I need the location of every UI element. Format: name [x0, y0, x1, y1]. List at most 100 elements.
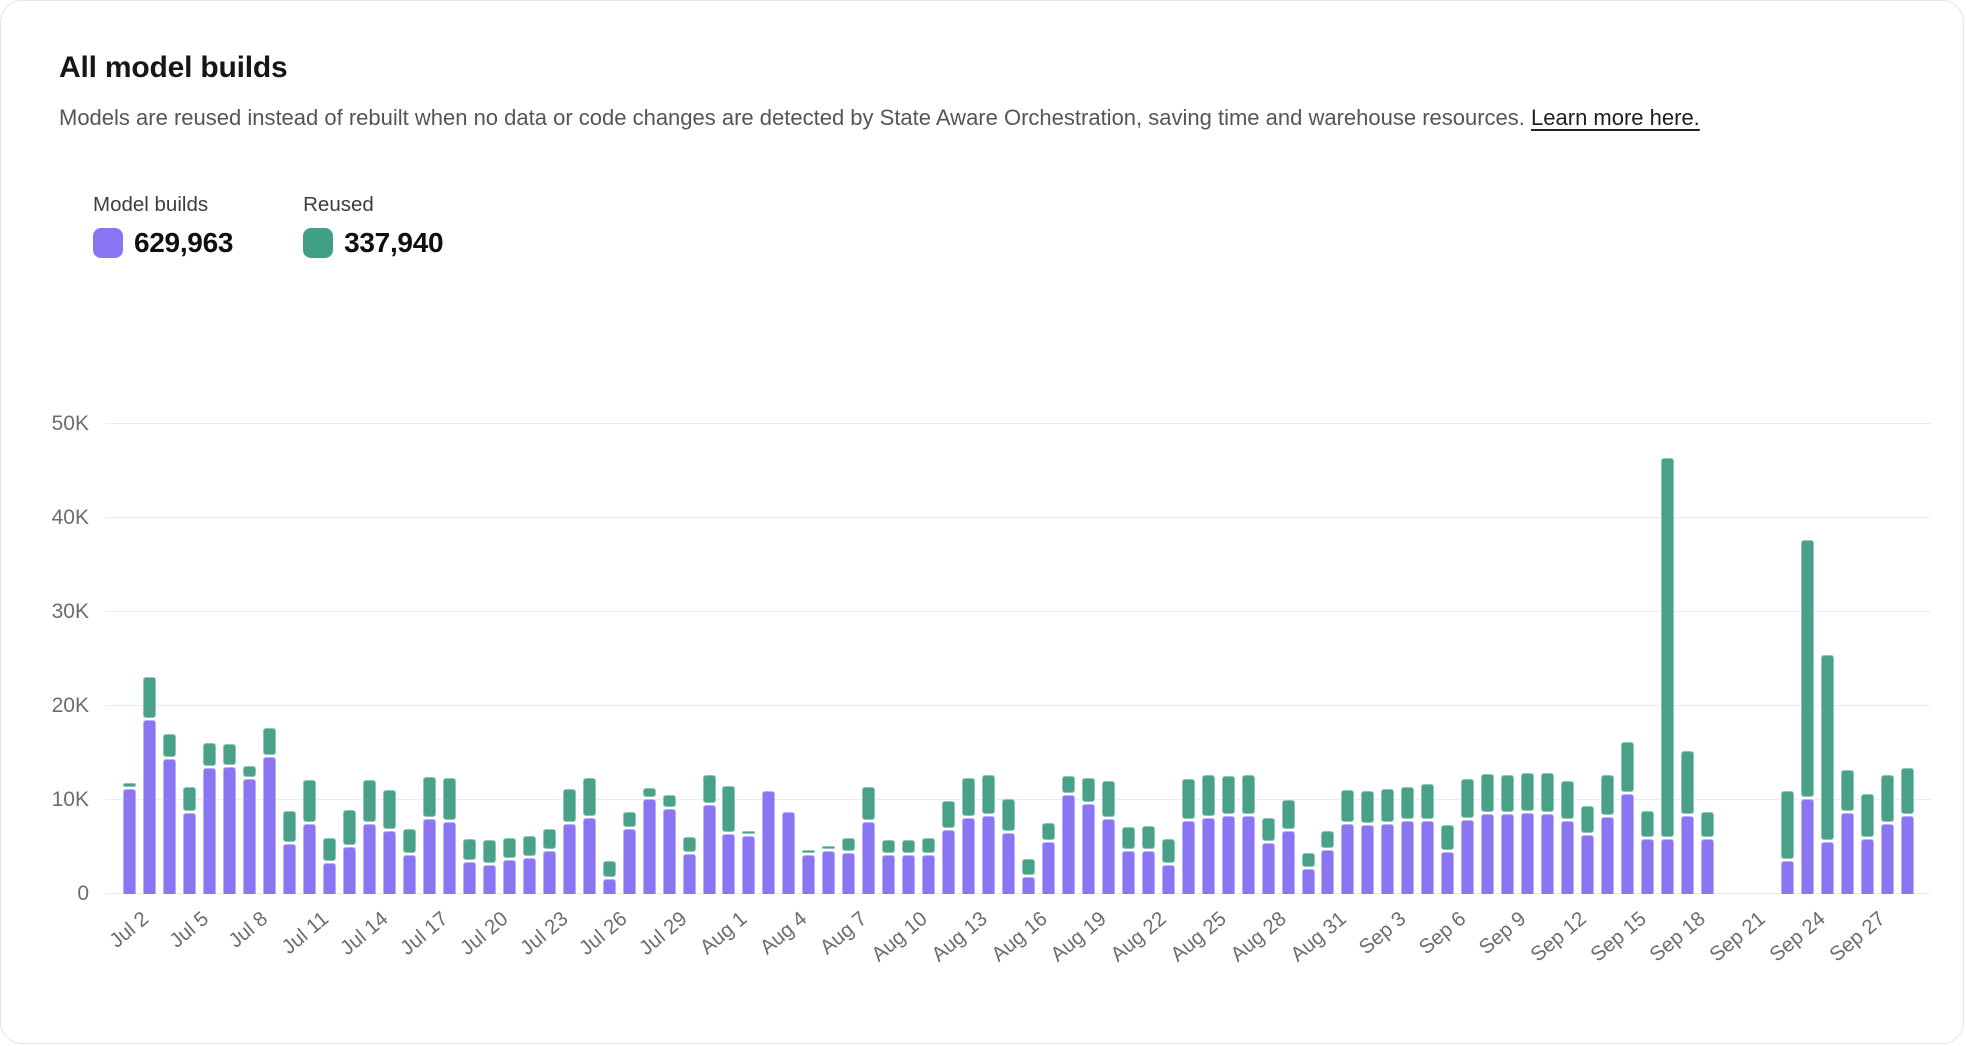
bar-Aug-15[interactable] — [1002, 798, 1016, 894]
bar-Aug-6[interactable] — [822, 845, 836, 894]
bar-Aug-14[interactable] — [982, 775, 996, 894]
reused-segment — [682, 836, 696, 852]
bar-Jul-30[interactable] — [682, 836, 696, 894]
bar-Sep-27[interactable] — [1860, 794, 1874, 894]
bar-Jul-28[interactable] — [642, 787, 656, 894]
bar-Aug-28[interactable] — [1261, 817, 1275, 894]
bar-Aug-25[interactable] — [1201, 775, 1215, 894]
bar-Sep-4[interactable] — [1401, 786, 1415, 894]
learn-more-link[interactable]: Learn more here. — [1531, 105, 1700, 130]
bar-Aug-21[interactable] — [1121, 827, 1135, 894]
bar-Jul-29[interactable] — [662, 795, 676, 894]
bar-Sep-13[interactable] — [1581, 805, 1595, 894]
bar-Sep-7[interactable] — [1461, 779, 1475, 894]
bar-Jul-6[interactable] — [203, 742, 217, 894]
bar-Aug-20[interactable] — [1101, 781, 1115, 894]
bar-Aug-24[interactable] — [1181, 779, 1195, 894]
bar-Aug-5[interactable] — [802, 850, 816, 894]
reused-segment — [822, 845, 836, 849]
bar-Aug-31[interactable] — [1321, 830, 1335, 894]
bar-Sep-28[interactable] — [1880, 775, 1894, 894]
bar-Jul-8[interactable] — [243, 766, 257, 894]
bar-Jul-17[interactable] — [422, 777, 436, 894]
bar-Jul-27[interactable] — [622, 812, 636, 894]
bar-Aug-8[interactable] — [862, 786, 876, 894]
bar-Jul-19[interactable] — [462, 839, 476, 894]
bar-Sep-23[interactable] — [1780, 790, 1794, 894]
model-builds-segment — [243, 779, 257, 894]
bar-Sep-5[interactable] — [1421, 783, 1435, 894]
bar-Sep-24[interactable] — [1800, 539, 1814, 894]
bar-Jul-23[interactable] — [542, 829, 556, 894]
bar-Jul-4[interactable] — [163, 734, 177, 894]
bar-Aug-17[interactable] — [1041, 823, 1055, 894]
bar-Jul-15[interactable] — [383, 789, 397, 894]
bar-Sep-2[interactable] — [1361, 790, 1375, 894]
bar-Jul-3[interactable] — [143, 676, 157, 894]
bar-Aug-22[interactable] — [1141, 826, 1155, 894]
bar-Jul-10[interactable] — [283, 811, 297, 894]
bar-Aug-18[interactable] — [1061, 776, 1075, 894]
bar-Sep-15[interactable] — [1620, 741, 1634, 894]
bar-Jul-7[interactable] — [223, 743, 237, 894]
bar-Sep-26[interactable] — [1840, 769, 1854, 894]
bar-Aug-16[interactable] — [1021, 859, 1035, 894]
bar-Aug-9[interactable] — [882, 840, 896, 894]
bar-Sep-11[interactable] — [1541, 772, 1555, 894]
bar-Sep-14[interactable] — [1601, 774, 1615, 894]
bar-Aug-23[interactable] — [1161, 839, 1175, 894]
bar-Sep-18[interactable] — [1680, 751, 1694, 894]
model-builds-segment — [1101, 818, 1115, 894]
bar-Jul-13[interactable] — [343, 810, 357, 894]
reused-segment — [1201, 775, 1215, 816]
bar-Jul-9[interactable] — [263, 727, 277, 894]
bar-Jul-16[interactable] — [403, 829, 417, 894]
bar-Sep-6[interactable] — [1441, 825, 1455, 894]
bar-Aug-30[interactable] — [1301, 853, 1315, 894]
bar-Aug-3[interactable] — [762, 790, 776, 894]
bar-Aug-11[interactable] — [922, 838, 936, 894]
bar-Aug-29[interactable] — [1281, 799, 1295, 894]
bar-Jul-25[interactable] — [582, 778, 596, 894]
bar-Jul-14[interactable] — [363, 780, 377, 894]
y-axis-label-20K: 20K — [51, 694, 89, 717]
bar-Jul-22[interactable] — [522, 835, 536, 894]
bar-Aug-7[interactable] — [842, 838, 856, 894]
model-builds-segment — [1201, 817, 1215, 894]
bar-Sep-8[interactable] — [1481, 773, 1495, 894]
reused-segment — [263, 727, 277, 755]
model-builds-segment — [902, 854, 916, 894]
bar-Aug-13[interactable] — [962, 778, 976, 894]
bar-Sep-1[interactable] — [1341, 789, 1355, 894]
bar-Sep-29[interactable] — [1900, 767, 1914, 894]
bar-Sep-3[interactable] — [1381, 788, 1395, 894]
bar-Sep-10[interactable] — [1521, 772, 1535, 894]
bar-Aug-12[interactable] — [942, 800, 956, 894]
bar-Aug-10[interactable] — [902, 840, 916, 894]
x-axis-label-Jul-14: Jul 14 — [335, 907, 393, 960]
bar-Jul-21[interactable] — [502, 837, 516, 894]
bar-Jul-26[interactable] — [602, 861, 616, 894]
bar-Jul-24[interactable] — [562, 788, 576, 894]
bar-Sep-16[interactable] — [1640, 811, 1654, 894]
bar-Jul-11[interactable] — [303, 780, 317, 894]
bar-Sep-9[interactable] — [1501, 774, 1515, 894]
plot-area[interactable]: Jul 2 Jul 5 Jul 8 Jul 11 Jul 14 Jul 17 Jul 20 J… — [105, 423, 1931, 966]
bar-Jul-31[interactable] — [702, 775, 716, 894]
bar-Sep-25[interactable] — [1820, 655, 1834, 894]
bar-Jul-20[interactable] — [482, 840, 496, 894]
bar-Aug-26[interactable] — [1221, 776, 1235, 894]
bar-Jul-5[interactable] — [183, 786, 197, 894]
x-axis-label-Sep-27: Sep 27 — [1825, 907, 1890, 967]
bar-Aug-2[interactable] — [742, 831, 756, 894]
bar-Aug-1[interactable] — [722, 785, 736, 894]
bar-Sep-12[interactable] — [1561, 781, 1575, 894]
bar-Aug-4[interactable] — [782, 812, 796, 894]
bar-Jul-18[interactable] — [442, 778, 456, 894]
bar-Sep-17[interactable] — [1660, 457, 1674, 894]
bar-Aug-19[interactable] — [1081, 778, 1095, 894]
bar-Aug-27[interactable] — [1241, 775, 1255, 894]
bar-Sep-19[interactable] — [1700, 812, 1714, 894]
bar-Jul-2[interactable] — [123, 782, 137, 894]
bar-Jul-12[interactable] — [323, 838, 337, 894]
